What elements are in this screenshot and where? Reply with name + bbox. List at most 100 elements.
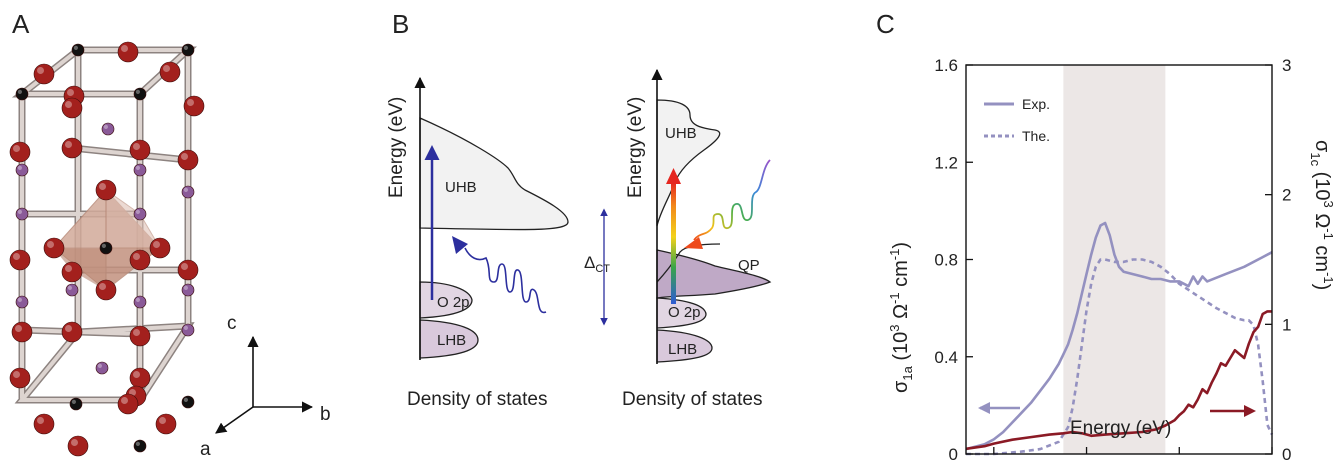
oxygen-atom (61, 321, 83, 343)
oxygen-atom-highlight (121, 397, 128, 404)
apical-atom-highlight (67, 285, 72, 290)
oxygen-atom (95, 279, 117, 301)
photon-arrowhead-right (684, 237, 703, 249)
apical-atom (95, 361, 109, 375)
rainbow-arrowhead (666, 168, 681, 184)
y-left-tick-label: 1.2 (934, 153, 958, 172)
oxygen-atom-highlight (15, 325, 22, 332)
metal-atom-highlight (135, 89, 140, 94)
lhb-label-left: LHB (437, 332, 466, 349)
oxygen-atom (129, 325, 151, 347)
apical-atom-highlight (103, 124, 108, 129)
oxygen-atom-highlight (181, 153, 188, 160)
apical-atom (133, 163, 147, 177)
oxygen-atom (43, 237, 65, 259)
panel-c-label: C (876, 9, 895, 39)
apical-atom (65, 283, 79, 297)
lhb-band-right (656, 329, 713, 363)
oxygen-atom (129, 249, 151, 271)
oxygen-atom-highlight (65, 141, 72, 148)
y-left-tick-label: 0 (949, 445, 958, 460)
lhb-band-left (419, 319, 479, 359)
y-right-tick-label: 0 (1282, 445, 1291, 460)
apical-atom-highlight (183, 285, 188, 290)
metal-atom-highlight (101, 243, 106, 248)
series-group (965, 221, 1274, 456)
oxygen-atom (129, 139, 151, 161)
apical-atom (133, 207, 147, 221)
oxygen-atom (61, 261, 83, 283)
apical-atom-highlight (17, 297, 22, 302)
dos-right: Energy (eV) UHB QP O 2p LHB Density of s… (622, 68, 772, 410)
series-line-exp (965, 221, 1273, 451)
atoms (9, 41, 205, 457)
axis-c-label: c (227, 313, 237, 334)
oxygen-atom (33, 413, 55, 435)
xlabel-left: Density of states (407, 389, 547, 410)
metal-atom-highlight (135, 441, 140, 446)
rainbow-excitation-arrow (671, 182, 676, 304)
o2p-label-left: O 2p (437, 294, 470, 311)
uhb-label-left: UHB (445, 179, 477, 196)
oxygen-atom (177, 259, 199, 281)
apical-atom-highlight (183, 325, 188, 330)
oxygen-atom-highlight (133, 329, 140, 336)
apical-atom (15, 163, 29, 177)
photon-wave-left (464, 247, 547, 314)
oxygen-atom-highlight (99, 283, 106, 290)
oxygen-atom (61, 97, 83, 119)
y-axis-right-label: σ1c (103 Ω-1 cm-1) (1308, 140, 1336, 290)
xlabel-right: Density of states (622, 389, 762, 410)
y-left-tick-label: 1.6 (934, 56, 958, 75)
apical-atom (133, 295, 147, 309)
metal-atom (133, 87, 147, 101)
oxygen-atom-highlight (13, 371, 20, 378)
qp-band-right (656, 249, 772, 299)
photon-arrowhead-left (452, 236, 468, 254)
apical-atom-highlight (135, 165, 140, 170)
metal-atom (181, 395, 195, 409)
oxygen-atom-highlight (121, 45, 128, 52)
metal-atom (15, 87, 29, 101)
metal-atom (99, 241, 113, 255)
oxygen-atom-highlight (133, 253, 140, 260)
oxygen-atom-highlight (13, 253, 20, 260)
apical-atom-highlight (17, 165, 22, 170)
oxygen-atom-highlight (187, 99, 194, 106)
metal-atom (133, 439, 147, 453)
oxygen-atom (155, 413, 177, 435)
uhb-band-left (419, 117, 569, 231)
delta-ct-label: ΔCT (584, 253, 610, 275)
oxygen-atom-highlight (13, 145, 20, 152)
oxygen-atom (183, 95, 205, 117)
oxygen-atom-highlight (99, 183, 106, 190)
oxygen-atom (177, 149, 199, 171)
apical-atom (181, 323, 195, 337)
axis-a-label: a (200, 439, 211, 460)
oxygen-atom (33, 63, 55, 85)
shaded-energy-region (1063, 65, 1166, 454)
oxygen-atom-highlight (65, 101, 72, 108)
apical-atom (181, 185, 195, 199)
metal-atom-highlight (71, 399, 76, 404)
o2p-label-right: O 2p (668, 304, 701, 321)
y-right-tick-label: 2 (1282, 186, 1291, 205)
oxygen-atom-highlight (153, 241, 160, 248)
oxygen-atom-highlight (133, 143, 140, 150)
oxygen-atom (159, 61, 181, 83)
oxygen-atom (9, 367, 31, 389)
metal-atom-highlight (73, 45, 78, 51)
oxygen-atom (9, 249, 31, 271)
apical-atom-highlight (17, 209, 22, 214)
oxygen-atom-highlight (37, 67, 44, 74)
metal-atom (181, 43, 195, 57)
ylabel-right: Energy (eV) (625, 97, 646, 198)
oxygen-atom-highlight (67, 89, 74, 96)
lhb-label-right: LHB (668, 341, 697, 358)
uhb-band-right (656, 99, 721, 227)
apical-atom (15, 295, 29, 309)
oxygen-atom (149, 237, 171, 259)
